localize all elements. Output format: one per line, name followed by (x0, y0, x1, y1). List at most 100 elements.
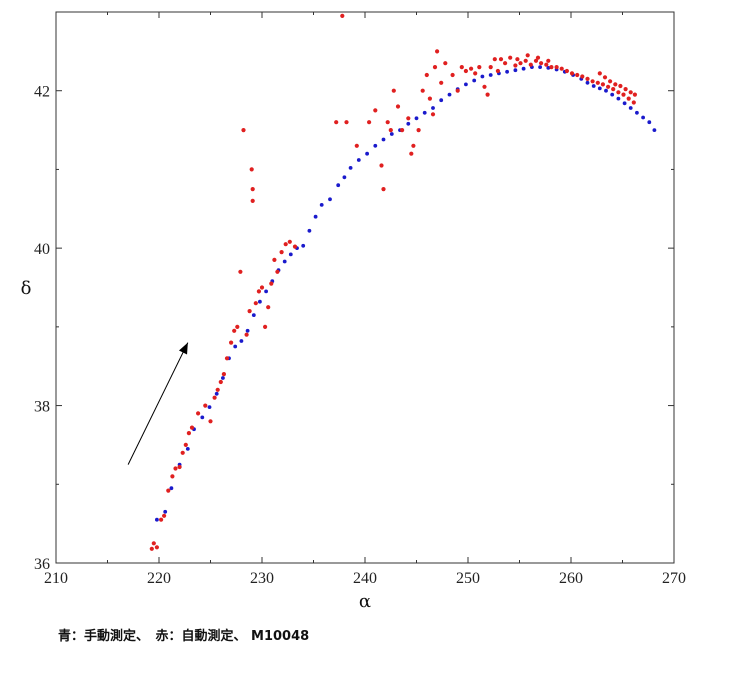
data-point (610, 92, 615, 97)
data-point (250, 198, 255, 203)
data-point (279, 250, 284, 255)
data-point (488, 65, 493, 70)
data-point (212, 395, 217, 400)
y-tick-label: 38 (34, 399, 50, 416)
data-point (185, 447, 190, 451)
x-tick-label: 270 (662, 570, 686, 587)
data-point (464, 82, 468, 87)
data-point (554, 65, 559, 70)
data-point (233, 344, 238, 349)
data-point (180, 450, 185, 455)
data-point (258, 299, 262, 304)
plot-frame (55, 11, 675, 564)
series-0 (155, 65, 657, 522)
data-point (173, 466, 178, 471)
data-point (611, 87, 616, 92)
data-point (590, 79, 595, 84)
data-point (628, 106, 633, 110)
data-point (389, 132, 394, 136)
data-point (313, 214, 318, 219)
data-point (239, 339, 244, 343)
data-point (628, 90, 633, 95)
data-point (229, 340, 234, 345)
data-point (647, 120, 652, 125)
data-point (224, 356, 230, 361)
data-point (328, 197, 332, 202)
data-point (575, 72, 580, 78)
arrow-head (178, 342, 188, 355)
data-point (245, 328, 250, 333)
data-point (616, 96, 621, 101)
data-point (600, 82, 606, 87)
data-point (163, 509, 168, 514)
data-point (183, 442, 188, 447)
data-point (525, 53, 530, 58)
data-point (430, 112, 436, 117)
data-point (459, 65, 464, 70)
data-point (406, 121, 411, 126)
data-point (585, 80, 590, 85)
data-point (515, 57, 520, 62)
data-point (221, 376, 225, 380)
data-point (439, 98, 444, 103)
data-point (450, 72, 455, 78)
data-point (269, 281, 274, 286)
x-axis-ticks: 210 220 230 240 250 260 270 (44, 12, 686, 587)
data-point (264, 289, 268, 294)
plot-area (55, 11, 675, 564)
data-point (244, 332, 249, 337)
data-point (385, 120, 390, 125)
data-point (288, 252, 293, 257)
data-point (602, 75, 608, 80)
data-point (521, 66, 526, 71)
data-point (203, 403, 208, 408)
data-point (482, 84, 487, 89)
data-point (546, 58, 551, 63)
data-point (498, 57, 504, 62)
data-point (266, 305, 271, 310)
data-point (373, 108, 378, 113)
data-point (292, 244, 298, 249)
data-point (495, 68, 500, 74)
data-point (221, 372, 226, 377)
data-point (513, 68, 518, 73)
data-point (388, 128, 393, 133)
data-point (488, 73, 493, 77)
data-point (533, 58, 539, 63)
data-point (241, 128, 246, 133)
data-point (606, 84, 611, 89)
data-point (215, 387, 220, 392)
data-point (154, 545, 159, 550)
data-point (149, 546, 154, 551)
data-point (162, 513, 167, 518)
data-point (641, 115, 645, 120)
data-point (422, 110, 427, 115)
data-point (472, 78, 477, 83)
data-point (367, 120, 372, 125)
data-point (424, 72, 429, 78)
data-point (400, 128, 405, 133)
data-point (432, 65, 438, 70)
data-point (528, 62, 533, 67)
data-point (247, 309, 252, 314)
caption: 青：手動測定、 赤：自動測定、 M10048 (58, 629, 310, 644)
data-point (535, 55, 541, 60)
data-point (632, 92, 638, 97)
x-tick-label: 230 (250, 570, 274, 587)
x-axis-label: α (359, 591, 371, 612)
data-point (580, 74, 585, 79)
data-point (435, 49, 440, 54)
data-point (356, 158, 361, 162)
data-point (406, 116, 411, 121)
data-point (336, 183, 341, 188)
data-point (287, 239, 292, 244)
data-point (416, 128, 421, 133)
data-point (439, 80, 444, 85)
data-point (564, 68, 570, 74)
data-point (414, 116, 419, 121)
data-point (253, 301, 258, 306)
data-point (622, 101, 627, 106)
data-point (409, 151, 414, 156)
data-point (189, 425, 195, 430)
y-axis-label: δ (21, 278, 32, 299)
